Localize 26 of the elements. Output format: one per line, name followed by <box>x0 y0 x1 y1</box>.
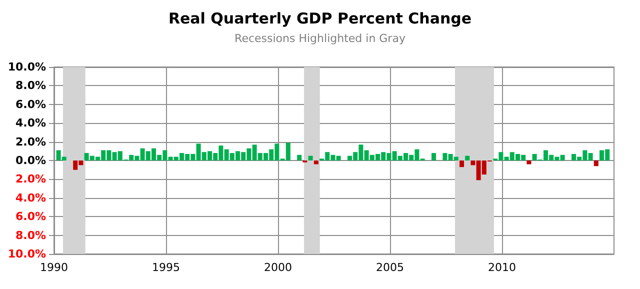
x-tick-label: 2010 <box>488 261 516 274</box>
bar <box>308 156 313 160</box>
bar <box>465 156 470 160</box>
bar <box>432 153 436 160</box>
bar <box>594 160 598 166</box>
y-tick-label: 8.0% <box>15 228 46 242</box>
y-tick-label: 10.0% <box>8 248 46 260</box>
y-tick-label: 2.0% <box>15 172 46 186</box>
chart-title: Real Quarterly GDP Percent Change <box>168 10 472 28</box>
y-tick-label: 6.0% <box>15 210 46 224</box>
chart-subtitle: Recessions Highlighted in Gray <box>234 32 406 45</box>
x-tick-label: 2005 <box>376 261 404 274</box>
x-tick-label: 1995 <box>152 261 180 274</box>
y-tick-label: 10.0% <box>8 60 46 74</box>
y-tick-label: 4.0% <box>15 191 46 204</box>
bar <box>314 160 318 164</box>
bar <box>526 160 532 164</box>
x-tick-label: 2000 <box>264 261 292 274</box>
y-tick-label: 2.0% <box>15 135 46 148</box>
bar <box>297 154 302 160</box>
y-tick-label: 0.0% <box>15 154 46 167</box>
x-tick-label: 1990 <box>40 261 68 274</box>
y-tick-label: 6.0% <box>15 98 46 111</box>
y-tick-label: 4.0% <box>15 116 46 130</box>
y-tick-label: 8.0% <box>15 79 46 92</box>
bar <box>460 160 464 168</box>
